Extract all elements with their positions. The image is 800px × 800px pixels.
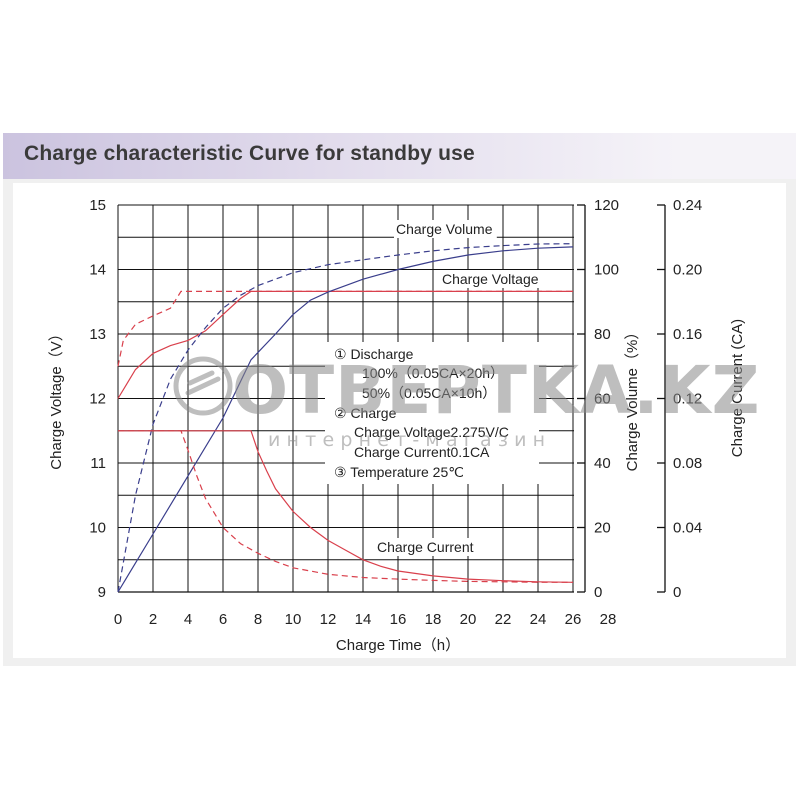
x-tick-label: 22 xyxy=(495,611,512,628)
x-tick-label: 12 xyxy=(320,611,337,628)
y-right-1-tick-label: 0 xyxy=(594,584,602,601)
x-tick-label: 4 xyxy=(184,611,192,628)
y-right-1-tick-label: 60 xyxy=(594,391,611,408)
curves xyxy=(117,243,574,593)
annotation-line: Charge Current0.1CA xyxy=(354,444,490,460)
y-right-1-tick-label: 120 xyxy=(594,197,619,214)
annotation-line: 50%（0.05CA×10h） xyxy=(362,385,496,401)
annotation-line: 100%（0.05CA×20h） xyxy=(362,365,504,381)
charge-voltage-solid-line xyxy=(117,290,573,399)
y-left-axis-label: Charge Voltage（V） xyxy=(48,326,65,469)
y-right-1-tick-label: 20 xyxy=(594,520,611,537)
y-left-tick-label: 13 xyxy=(89,326,106,343)
x-tick-label: 8 xyxy=(254,611,262,628)
watermark-brand: OTBEPTKA.KZ xyxy=(232,352,760,429)
charge-current-dashed-line xyxy=(118,430,573,583)
watermark-logo-mark xyxy=(185,370,221,396)
y-left-tick-label: 10 xyxy=(89,520,106,537)
y-right-2-axis-label: Charge Current (CA) xyxy=(729,319,746,457)
annotation-line: Charge Voltage2.275V/C xyxy=(354,424,509,440)
x-tick-label: 0 xyxy=(114,611,122,628)
y-right-2-tick-label: 0.16 xyxy=(673,326,702,343)
y-left-tick-label: 9 xyxy=(98,584,106,601)
curve-label-background xyxy=(375,538,486,556)
x-tick-label: 20 xyxy=(460,611,477,628)
watermark-logo-icon xyxy=(173,356,233,416)
annotation-line: ① Discharge xyxy=(334,346,414,362)
charge-voltage-dashed-line xyxy=(117,290,573,367)
curve-label: Charge Volume xyxy=(396,221,493,237)
y-right-2-tick-label: 0.20 xyxy=(673,262,702,279)
curve-label-background xyxy=(394,220,497,238)
annotation-box: ① Discharge 100%（0.05CA×20h） 50%（0.05CA×10… xyxy=(325,342,539,484)
annotation-line: ② Charge xyxy=(334,405,397,421)
charge-current-solid-line xyxy=(118,430,574,583)
x-tick-label: 14 xyxy=(355,611,372,628)
y-right-1-axis-label: Charge Volume（%） xyxy=(624,325,641,472)
y-right-1-tick-label: 100 xyxy=(594,262,619,279)
x-tick-label: 18 xyxy=(425,611,442,628)
annotation-line: ③ Temperature 25℃ xyxy=(334,464,464,480)
y-left-tick-label: 12 xyxy=(89,391,106,408)
x-tick-label: 28 xyxy=(600,611,617,628)
title-bar: Charge characteristic Curve for standby … xyxy=(3,133,796,179)
annotation-background xyxy=(325,342,539,484)
page-title: Charge characteristic Curve for standby … xyxy=(24,142,475,165)
y-right-1-tick-label: 80 xyxy=(594,326,611,343)
curve-label: Charge Current xyxy=(377,539,474,555)
y-right-1-tick-label: 40 xyxy=(594,455,611,472)
x-tick-label: 26 xyxy=(565,611,582,628)
watermark: OTBEPTKA.KZ интернет-магазин xyxy=(173,352,760,451)
watermark-sub: интернет-магазин xyxy=(268,429,551,451)
y-right-2-tick-label: 0.24 xyxy=(673,197,702,214)
y-right-2-tick-label: 0 xyxy=(673,584,681,601)
x-tick-label: 24 xyxy=(530,611,547,628)
y-right-2-tick-label: 0.12 xyxy=(673,391,702,408)
x-tick-label: 6 xyxy=(219,611,227,628)
x-tick-label: 16 xyxy=(390,611,407,628)
y-right-2-tick-label: 0.08 xyxy=(673,455,702,472)
charge-volume-solid-line xyxy=(117,246,574,593)
charge-volume-dashed-line xyxy=(117,243,574,593)
x-tick-label: 2 xyxy=(149,611,157,628)
curve-labels: Charge Volume Charge Voltage Charge Curren… xyxy=(375,220,551,556)
y-left-tick-label: 14 xyxy=(89,262,106,279)
x-tick-label: 10 xyxy=(285,611,302,628)
y-right-2-tick-label: 0.04 xyxy=(673,520,702,537)
x-axis-label: Charge Time（h） xyxy=(336,637,460,654)
y-left-tick-label: 11 xyxy=(90,455,106,472)
y-left-tick-label: 15 xyxy=(89,197,106,214)
curve-label-background xyxy=(440,270,551,288)
curve-label: Charge Voltage xyxy=(442,271,539,287)
